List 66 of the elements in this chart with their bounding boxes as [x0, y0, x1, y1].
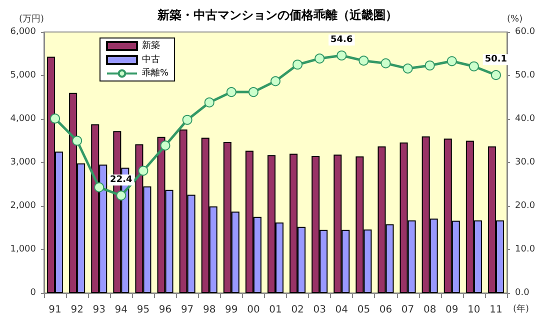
point: [424, 60, 435, 70]
x-tick-label: 99: [225, 304, 238, 316]
y2-axis-title: (%): [507, 14, 523, 24]
point: [336, 50, 347, 60]
legend-label: 中古: [142, 54, 160, 65]
point: [138, 166, 148, 176]
point: [248, 87, 258, 98]
x-tick-label: 06: [379, 304, 392, 316]
x-tick-label: 98: [202, 304, 216, 316]
y-tick-label: 4,000: [10, 114, 36, 124]
point: [292, 60, 303, 70]
point: [402, 64, 413, 74]
y-tick-label: 6,000: [10, 27, 36, 37]
y2-tick-label: 20.0: [515, 201, 536, 211]
point: [72, 136, 82, 146]
x-tick-label: 09: [446, 304, 458, 316]
x-tick-label: 07: [401, 304, 414, 316]
point: [226, 87, 236, 98]
point: [358, 56, 369, 66]
x-tick-label: 91: [48, 304, 62, 316]
chart-title: 新築・中古マンションの価格乖離（近畿圏）: [156, 8, 398, 22]
legend-label: 新築: [142, 40, 160, 51]
x-tick-label: 02: [291, 304, 304, 316]
x-tick-label: 96: [158, 304, 172, 316]
point: [314, 54, 325, 64]
x-tick-label: 05: [357, 304, 370, 316]
y-axis-title: (万円): [18, 14, 44, 24]
data-label: 50.1: [484, 54, 508, 65]
y2-tick-label: 40.0: [515, 114, 536, 124]
x-tick-label: 92: [70, 304, 84, 316]
x-tick-label: 95: [136, 304, 150, 316]
point: [204, 97, 214, 108]
legend-label: 乖離%: [142, 68, 169, 78]
point: [182, 114, 192, 125]
y-tick-label: 2,000: [10, 201, 36, 211]
point: [160, 140, 170, 151]
x-tick-label: 00: [247, 304, 260, 316]
point: [380, 58, 391, 68]
y-tick-label: 1,000: [10, 244, 36, 254]
x-tick-label: 10: [468, 304, 480, 316]
x-tick-label: 11: [490, 304, 502, 316]
point: [50, 114, 60, 124]
point: [468, 61, 479, 72]
x-tick-label: 01: [269, 304, 282, 316]
y-tick-label: 3,000: [10, 158, 36, 168]
y2-tick-label: 30.0: [515, 158, 536, 168]
x-tick-label: 93: [92, 304, 106, 316]
x-tick-label: 94: [114, 304, 128, 316]
y2-tick-label: 10.0: [515, 244, 536, 254]
x-tick-label: 97: [180, 304, 194, 316]
x-tick-label: 08: [423, 304, 436, 316]
point: [490, 70, 501, 80]
point: [446, 56, 457, 66]
point: [94, 182, 104, 192]
data-label: 54.6: [330, 34, 353, 45]
x-tick-label: 04: [335, 304, 348, 316]
y2-tick-label: 0.0: [515, 288, 530, 298]
y2-tick-label: 50.0: [515, 70, 536, 80]
y-tick-label: 0: [30, 288, 36, 298]
y2-tick-label: 60.0: [515, 27, 536, 37]
data-label: 22.4: [110, 175, 132, 186]
y-tick-label: 5,000: [10, 70, 36, 80]
x-tick-label: 03: [313, 304, 326, 316]
x-axis-title: (年): [513, 304, 530, 314]
point: [270, 76, 280, 86]
point: [116, 190, 126, 201]
